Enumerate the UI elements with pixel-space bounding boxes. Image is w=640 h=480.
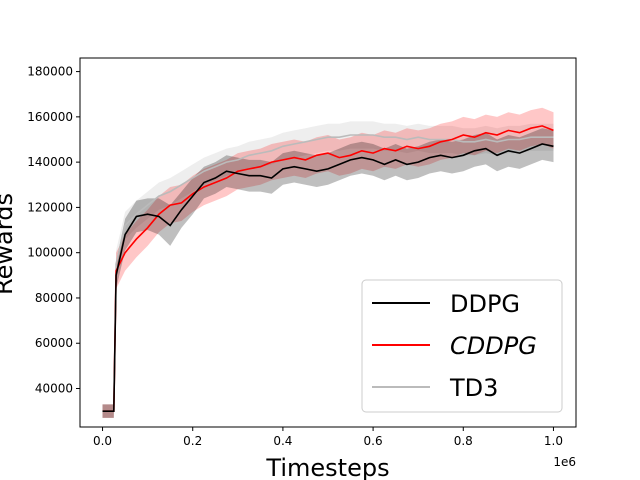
x-tick-label: 1.0 [544, 434, 563, 448]
y-tick-label: 160000 [27, 110, 73, 124]
cddpg-band [102, 107, 554, 418]
series-lines [102, 125, 554, 413]
legend-label-td3: TD3 [449, 374, 498, 402]
x-axis-ticks: 0.0 0.2 0.4 0.6 0.8 1.0 [93, 427, 563, 448]
x-tick-label: 0.8 [454, 434, 473, 448]
plot-area-frame [79, 57, 577, 428]
x-tick-label: 0.4 [273, 434, 292, 448]
td3-line [102, 134, 554, 413]
x-tick-label: 0.6 [364, 434, 383, 448]
y-tick-label: 140000 [27, 155, 73, 169]
legend-label-cddpg: CDDPG [450, 332, 537, 360]
x-tick-label: 0.0 [93, 434, 112, 448]
y-axis-ticks: 40000 60000 80000 100000 120000 140000 160000 1… [27, 65, 80, 396]
y-tick-label: 120000 [27, 200, 73, 214]
y-tick-label: 100000 [27, 246, 73, 260]
legend-label-ddpg: DDPG [450, 290, 520, 318]
y-tick-label: 80000 [35, 291, 73, 305]
x-axis-title: Timesteps [265, 454, 389, 480]
ddpg-band [102, 128, 554, 418]
y-tick-label: 180000 [27, 65, 73, 79]
cddpg-line [102, 125, 554, 413]
y-axis-title: Rewards [0, 193, 18, 295]
y-tick-label: 60000 [35, 336, 73, 350]
y-tick-label: 40000 [35, 382, 73, 396]
x-axis-offset-label: 1e6 [553, 455, 576, 469]
ddpg-line [102, 143, 554, 413]
legend: DDPG CDDPG TD3 [361, 279, 563, 413]
legend-box [361, 279, 563, 413]
x-tick-label: 0.2 [183, 434, 202, 448]
